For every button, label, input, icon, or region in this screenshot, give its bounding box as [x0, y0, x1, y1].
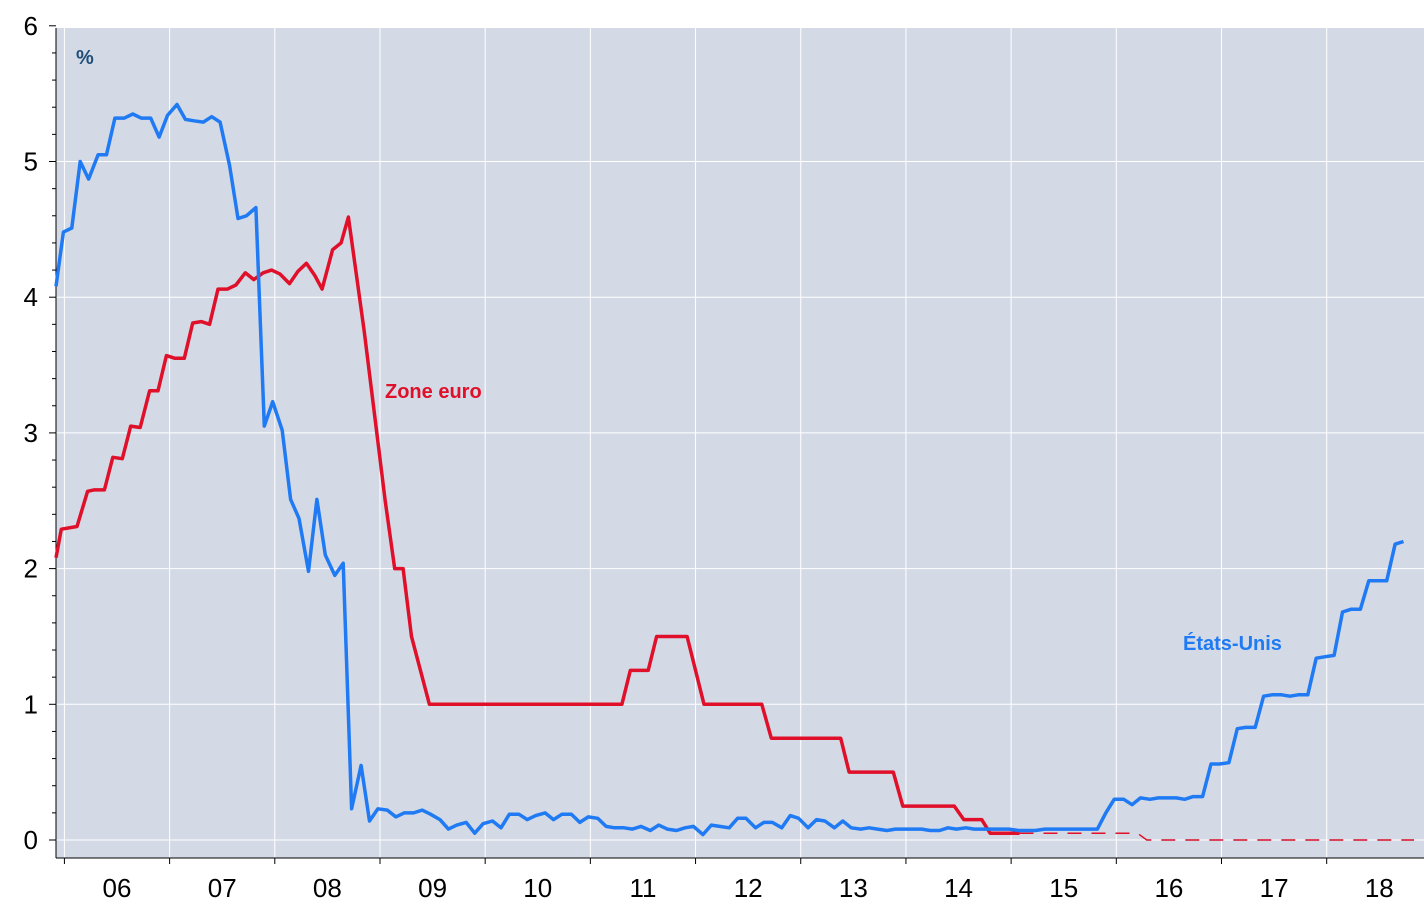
unit-label: %: [76, 47, 94, 69]
series-label-etats-unis: États-Unis: [1183, 632, 1282, 655]
series-layer: [54, 102, 1414, 841]
x-tick-label: 17: [1260, 873, 1289, 903]
series-label-zone-euro: Zone euro: [385, 381, 482, 403]
plot-background: [56, 28, 1424, 858]
x-tick-label: 10: [523, 873, 552, 903]
series-line-1: [1019, 832, 1414, 841]
y-tick-label: 5: [24, 147, 38, 177]
x-tick-label: 08: [313, 873, 342, 903]
y-tick-label: 3: [24, 418, 38, 448]
y-tick-label: 1: [24, 689, 38, 719]
x-tick-label: 09: [418, 873, 447, 903]
x-tick-label: 18: [1365, 873, 1394, 903]
x-tick-label: 12: [734, 873, 763, 903]
x-tick-label: 06: [103, 873, 132, 903]
x-tick-label: 11: [629, 873, 656, 903]
labels-layer: % Zone euro États-Unis: [76, 47, 1282, 655]
y-tick-label: 4: [24, 282, 38, 312]
y-tick-label: 2: [24, 554, 38, 584]
x-tick-label: 07: [208, 873, 237, 903]
y-tick-label: 6: [24, 11, 38, 41]
series-line-2: [54, 102, 1405, 837]
y-tick-label: 0: [24, 825, 38, 855]
x-tick-label: 14: [944, 873, 973, 903]
x-tick-label: 13: [839, 873, 868, 903]
x-tick-label: 15: [1049, 873, 1078, 903]
series-line-0: [54, 215, 1020, 835]
x-tick-label: 16: [1154, 873, 1183, 903]
